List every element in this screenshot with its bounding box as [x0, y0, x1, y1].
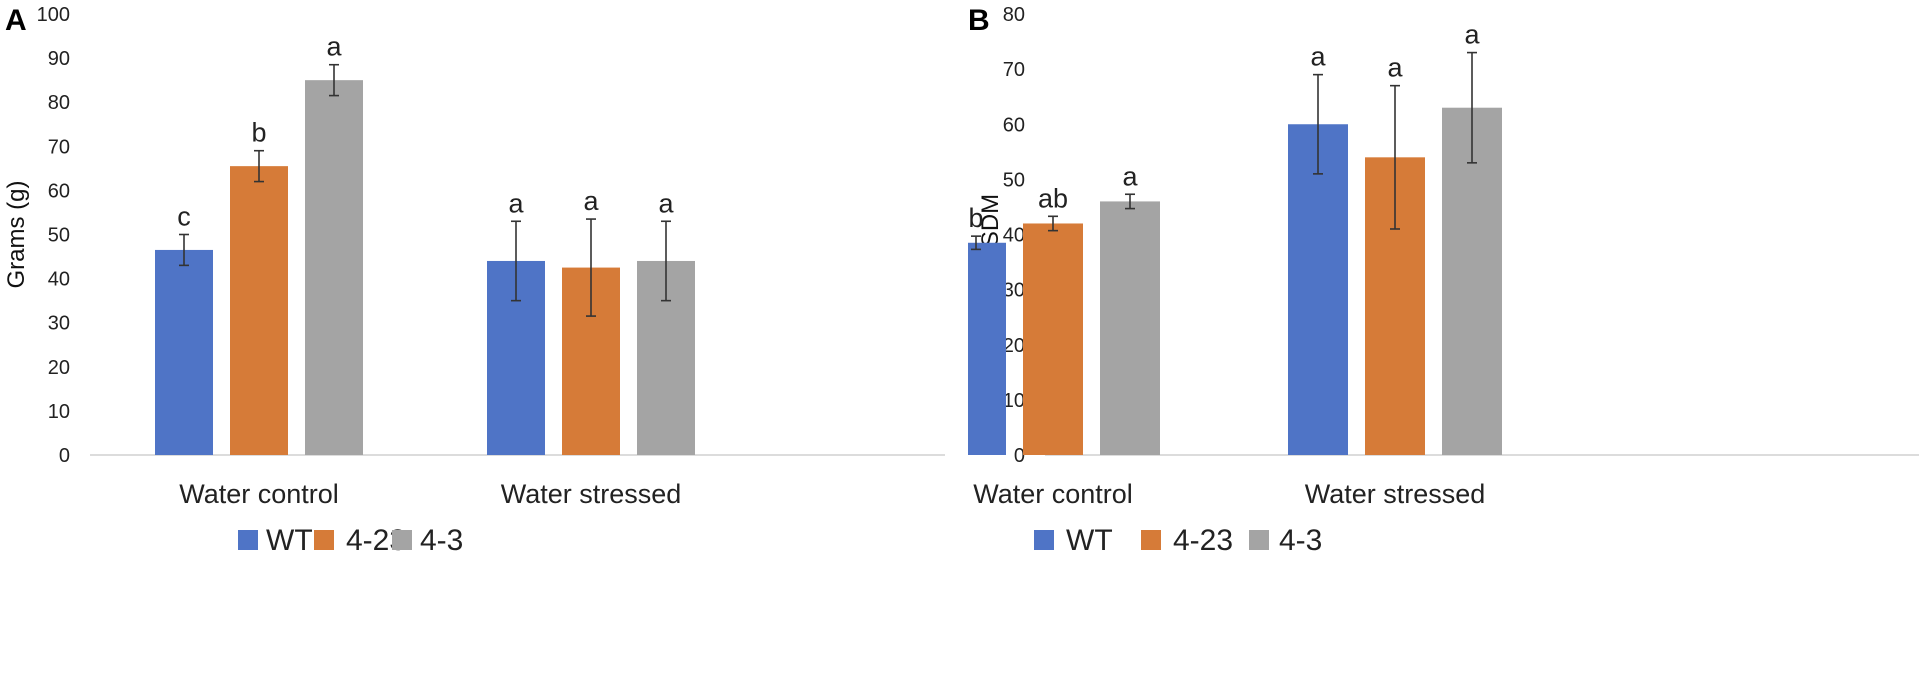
- legend-label-4-3: 4-3: [420, 524, 463, 557]
- panel-label: A: [5, 4, 27, 37]
- significance-letter: ab: [1038, 183, 1068, 213]
- y-tick-label: 70: [1003, 59, 1025, 81]
- y-tick-label: 20: [48, 357, 70, 379]
- y-tick-label: 60: [48, 180, 70, 202]
- y-tick-label: 60: [1003, 114, 1025, 136]
- bar-4-23-0: [1023, 223, 1083, 455]
- y-tick-label: 20: [1003, 335, 1025, 357]
- panel-label: B: [968, 4, 990, 37]
- x-category-label: Water stressed: [501, 479, 682, 509]
- significance-letter: a: [583, 186, 599, 216]
- legend-swatch-4-23: [1141, 530, 1161, 550]
- significance-letter: a: [508, 188, 524, 218]
- significance-letter: b: [968, 203, 983, 233]
- y-tick-label: 90: [48, 48, 70, 70]
- significance-letter: a: [1387, 53, 1403, 83]
- y-tick-label: 100: [37, 4, 70, 26]
- legend-swatch-4-3: [1249, 530, 1269, 550]
- bar-4-23-0: [230, 166, 288, 455]
- bar-4-3-0: [1100, 201, 1160, 455]
- legend-label-4-3: 4-3: [1279, 524, 1322, 557]
- x-category-label: Water stressed: [1305, 479, 1486, 509]
- y-tick-label: 50: [1003, 169, 1025, 191]
- significance-letter: a: [658, 188, 674, 218]
- chart-a: A Grams (g) 0 10 20 30 40 50 60 70 80 90 100 c b a Water…: [3, 4, 945, 557]
- y-tick-label: 40: [1003, 225, 1025, 247]
- significance-letter: b: [251, 118, 266, 148]
- y-tick-label: 10: [48, 401, 70, 423]
- bar-4-3-1: [1442, 107, 1502, 456]
- legend-label-WT: WT: [1066, 524, 1113, 557]
- y-tick-label: 30: [1003, 280, 1025, 302]
- x-category-label: Water control: [973, 479, 1133, 509]
- bar-4-3-0: [305, 80, 363, 456]
- bar-WT-1: [1288, 124, 1348, 455]
- y-axis-title: Grams (g): [3, 181, 30, 289]
- y-tick-label: 80: [1003, 4, 1025, 26]
- legend-label-WT: WT: [266, 524, 313, 557]
- significance-letter: a: [1464, 20, 1480, 50]
- y-tick-label: 50: [48, 225, 70, 247]
- legend-swatch-4-23: [314, 530, 334, 550]
- legend-swatch-WT: [238, 530, 258, 550]
- y-tick-label: 0: [59, 445, 70, 467]
- bar-WT-0: [155, 249, 213, 455]
- y-tick-label: 0: [1014, 445, 1025, 467]
- significance-letter: a: [326, 32, 342, 62]
- legend-swatch-4-3: [392, 530, 412, 550]
- significance-letter: c: [177, 202, 191, 232]
- y-tick-label: 30: [48, 313, 70, 335]
- y-tick-label: 10: [1003, 390, 1025, 412]
- legend-swatch-WT: [1034, 530, 1054, 550]
- y-tick-label: 80: [48, 92, 70, 114]
- bar-WT-0: [968, 242, 1006, 455]
- significance-letter: a: [1122, 161, 1138, 191]
- y-tick-label: 70: [48, 136, 70, 158]
- x-category-label: Water control: [179, 479, 339, 509]
- legend-label-4-23: 4-23: [1173, 524, 1233, 557]
- y-tick-label: 40: [48, 269, 70, 291]
- significance-letter: a: [1310, 42, 1326, 72]
